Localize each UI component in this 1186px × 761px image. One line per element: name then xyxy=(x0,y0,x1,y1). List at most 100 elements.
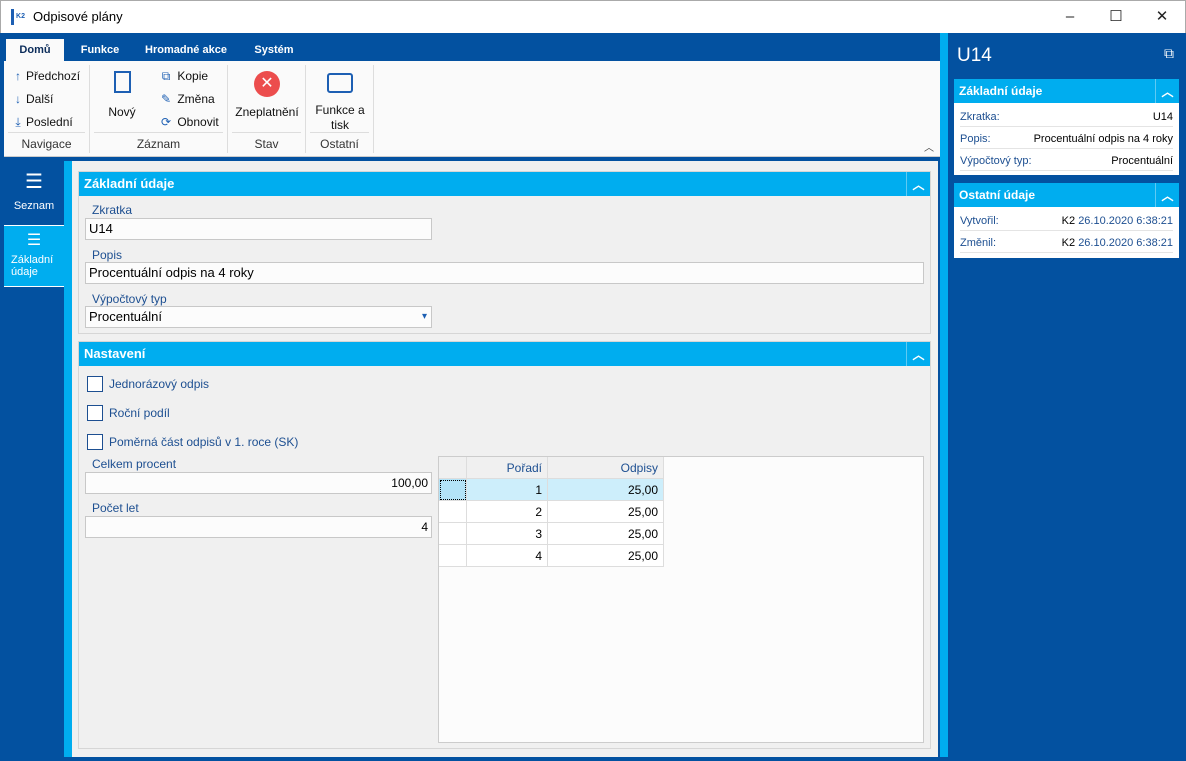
section-title: Ostatní údaje xyxy=(959,188,1036,202)
popout-icon[interactable]: ⧉ xyxy=(1164,45,1174,61)
user-value: K2 xyxy=(1061,237,1076,249)
row-selector[interactable] xyxy=(439,479,467,501)
popis-label: Popis xyxy=(92,248,123,262)
section-title: Základní údaje xyxy=(959,84,1043,98)
cell-poradi[interactable]: 3 xyxy=(467,523,548,545)
info-value: Procentuální xyxy=(1111,155,1173,167)
nav-strip xyxy=(64,161,72,757)
refresh-label: Obnovit xyxy=(177,115,219,129)
nav-zakladni-udaje[interactable]: ☰ Základní údaje xyxy=(4,225,64,287)
grid-corner xyxy=(439,457,467,479)
cell-odpisy[interactable]: 25,00 xyxy=(548,523,664,545)
column-header-odpisy[interactable]: Odpisy xyxy=(548,457,664,479)
arrow-to-bottom-icon: ⤓ xyxy=(15,115,21,129)
celkem-label: Celkem procent xyxy=(92,457,177,471)
zkratka-input[interactable]: U14 xyxy=(85,218,432,240)
copy-icon: ⧉ xyxy=(161,69,171,83)
cell-odpisy[interactable]: 25,00 xyxy=(548,501,664,523)
refresh-button[interactable]: ⟳ Obnovit xyxy=(158,115,219,129)
prev-label: Předchozí xyxy=(26,69,81,83)
app-logo: K2 xyxy=(11,9,27,25)
section-header: Základní údaje ︿ xyxy=(79,172,930,196)
popis-input[interactable]: Procentuální odpis na 4 roky xyxy=(85,262,924,284)
info-key: Zkratka: xyxy=(960,111,1000,123)
collapse-icon[interactable]: ︿ xyxy=(906,342,930,366)
checkbox-rocni-podil[interactable] xyxy=(87,405,103,421)
group-stav: ✕ Zneplatnění Stav xyxy=(228,65,306,153)
right-basic: Základní údaje ︿ Zkratka: U14 Popis: Procen… xyxy=(954,79,1179,175)
chevron-down-icon: ▾ xyxy=(421,311,427,322)
nav-label-2: údaje xyxy=(11,266,38,278)
group-label: Ostatní xyxy=(310,132,369,151)
title-bar: K2 Odpisové plány – ☐ ✕ xyxy=(0,0,1186,33)
zkratka-label: Zkratka xyxy=(92,203,133,217)
info-row: Výpočtový typ: Procentuální xyxy=(960,151,1173,171)
arrow-down-icon: ↓ xyxy=(15,92,21,106)
maximize-button[interactable]: ☐ xyxy=(1109,8,1123,25)
tab-domu[interactable]: Domů xyxy=(6,39,64,61)
panel-splitter[interactable] xyxy=(940,33,948,757)
column-header-poradi[interactable]: Pořadí xyxy=(467,457,548,479)
invalidate-label: Zneplatnění xyxy=(235,105,299,119)
collapse-ribbon-icon[interactable]: ︿ xyxy=(924,143,934,154)
pocet-input[interactable]: 4 xyxy=(85,516,432,538)
user-value: K2 xyxy=(1061,215,1076,227)
cell-poradi[interactable]: 2 xyxy=(467,501,548,523)
row-selector[interactable] xyxy=(439,501,467,523)
row-selector[interactable] xyxy=(439,545,467,567)
cell-poradi[interactable]: 1 xyxy=(467,479,548,501)
info-value: U14 xyxy=(1152,111,1173,123)
hamburger-icon: ☰ xyxy=(25,171,43,193)
row-selector[interactable] xyxy=(439,523,467,545)
cell-odpisy[interactable]: 25,00 xyxy=(548,479,664,501)
checkbox-pomerna-cast[interactable] xyxy=(87,434,103,450)
group-label: Stav xyxy=(232,132,301,151)
last-button[interactable]: ⤓ Poslední xyxy=(10,115,73,130)
print-button[interactable]: Funkce a tisk xyxy=(310,71,370,133)
nav-seznam[interactable]: ☰ Seznam xyxy=(4,161,64,225)
cancel-circle-icon: ✕ xyxy=(254,71,280,97)
info-key: Změnil: xyxy=(960,237,997,249)
checkbox-jednorazovy[interactable] xyxy=(87,376,103,392)
last-label: Poslední xyxy=(26,115,73,129)
checkbox-label: Poměrná část odpisů v 1. roce (SK) xyxy=(109,435,299,449)
edit-button[interactable]: ✎ Změna xyxy=(158,92,215,106)
group-label: Navigace xyxy=(8,132,85,151)
celkem-input[interactable]: 100,00 xyxy=(85,472,432,494)
cell-poradi[interactable]: 4 xyxy=(467,545,548,567)
close-button[interactable]: ✕ xyxy=(1155,8,1169,25)
info-row: Popis: Procentuální odpis na 4 roky xyxy=(960,129,1173,149)
document-icon xyxy=(113,71,131,93)
collapse-icon[interactable]: ︿ xyxy=(1155,183,1179,207)
printer-icon xyxy=(327,73,353,93)
new-label: Nový xyxy=(108,105,136,119)
section-header: Základní údaje ︿ xyxy=(954,79,1179,103)
minimize-button[interactable]: – xyxy=(1065,8,1075,25)
tab-funkce[interactable]: Funkce xyxy=(80,44,120,56)
nav-label-1: Základní xyxy=(11,254,54,266)
typ-select[interactable]: Procentuální ▾ xyxy=(85,306,432,328)
print-label-1: Funkce a xyxy=(315,103,365,117)
info-value: Procentuální odpis na 4 roky xyxy=(1033,133,1173,145)
section-basic: Základní údaje ︿ Zkratka U14 Popis Procen… xyxy=(78,171,931,334)
cell-odpisy[interactable]: 25,00 xyxy=(548,545,664,567)
collapse-icon[interactable]: ︿ xyxy=(1155,79,1179,103)
checkbox-label: Jednorázový odpis xyxy=(109,377,210,391)
info-row: Změnil: K2 26.10.2020 6:38:21 xyxy=(960,233,1173,253)
new-button[interactable]: Nový xyxy=(104,71,140,119)
collapse-icon[interactable]: ︿ xyxy=(906,172,930,196)
checkbox-label: Roční podíl xyxy=(109,406,170,420)
section-title: Nastavení xyxy=(84,346,146,361)
window-title: Odpisové plány xyxy=(33,9,123,24)
section-title: Základní údaje xyxy=(84,176,175,191)
typ-value: Procentuální xyxy=(89,309,162,324)
info-key: Vytvořil: xyxy=(960,215,999,227)
copy-label: Kopie xyxy=(177,69,209,83)
tab-system[interactable]: Systém xyxy=(254,44,294,56)
copy-button[interactable]: ⧉ Kopie xyxy=(158,69,208,84)
next-button[interactable]: ↓ Další xyxy=(10,92,53,106)
invalidate-button[interactable]: ✕ Zneplatnění xyxy=(232,71,302,119)
tab-hromadne-akce[interactable]: Hromadné akce xyxy=(145,44,227,56)
list-icon: ☰ xyxy=(26,232,42,249)
prev-button[interactable]: ↑ Předchozí xyxy=(10,69,80,83)
